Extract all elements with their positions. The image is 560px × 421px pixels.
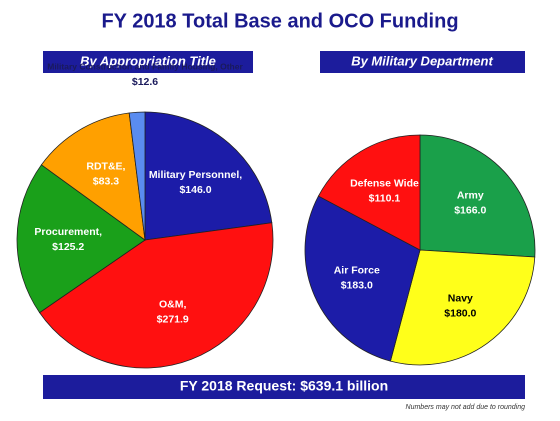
slice-value: $146.0 <box>179 184 211 196</box>
pie-slice <box>317 134 421 251</box>
slice-label: Army <box>457 190 484 202</box>
pie-slice <box>419 134 536 258</box>
slice-label: RDT&E, <box>86 161 125 173</box>
slice-label: O&M, <box>159 298 186 310</box>
pie-slice <box>16 164 146 314</box>
pie-slice <box>389 249 536 366</box>
subtitle-bar <box>320 51 525 73</box>
slice-value: $12.6 <box>132 76 158 88</box>
footer-bar <box>43 375 525 399</box>
subtitle: By Military Department <box>351 53 493 68</box>
footer: FY 2018 Request: $639.1 billion <box>180 378 388 394</box>
subtitle-bar <box>43 51 253 73</box>
slice-label: Military Construction and Family Housing… <box>47 61 243 71</box>
slice-label: Navy <box>448 293 473 305</box>
pie-slice <box>39 222 274 369</box>
pie-slice <box>144 111 273 241</box>
slice-label: Air Force <box>334 264 380 276</box>
slice-value: $110.1 <box>369 193 401 205</box>
pie-slice <box>128 111 146 241</box>
pie-slice <box>40 112 146 241</box>
note: Numbers may not add due to rounding <box>406 404 526 411</box>
slice-value: $125.2 <box>52 241 84 253</box>
slice-label: Military Personnel, <box>149 169 242 181</box>
page-title: FY 2018 Total Base and OCO Funding <box>101 10 458 32</box>
slice-value: $83.3 <box>93 176 119 188</box>
slice-value: $166.0 <box>454 205 486 217</box>
slice-value: $271.9 <box>157 313 189 325</box>
pie-slice <box>304 195 421 362</box>
slice-label: Defense Wide <box>350 178 419 190</box>
slice-label: Procurement, <box>34 226 102 238</box>
slice-value: $183.0 <box>341 279 373 291</box>
subtitle: By Appropriation Title <box>80 53 216 68</box>
slice-value: $180.0 <box>444 308 476 320</box>
